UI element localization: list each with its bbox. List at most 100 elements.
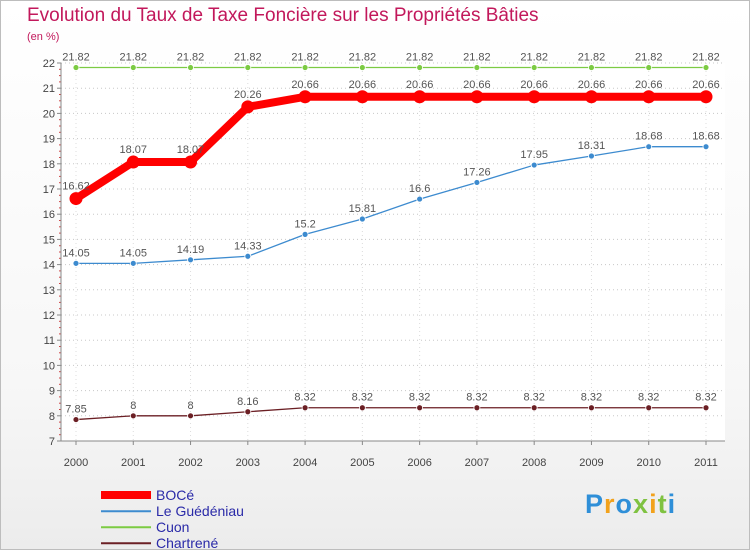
x-tick-label: 2007 [465, 457, 489, 469]
logo-letter: r [604, 489, 616, 519]
data-point-cuon [530, 64, 538, 71]
data-label-cuon: 21.82 [578, 52, 606, 64]
data-point-boce [699, 90, 713, 104]
data-point-boce [126, 155, 140, 169]
legend-label: Cuon [156, 519, 190, 535]
legend-swatch [101, 510, 151, 512]
data-label-le-guedeniau: 18.68 [692, 131, 720, 143]
data-label-le-guedeniau: 14.33 [234, 240, 262, 252]
series-line-chartrene [75, 407, 706, 421]
data-label-chartrene: 8.32 [638, 392, 659, 404]
data-point-boce [241, 100, 255, 114]
y-tick-label: 20 [43, 108, 55, 120]
data-label-boce: 18.07 [177, 144, 205, 156]
data-point-cuon [645, 64, 653, 71]
data-point-chartrene [530, 404, 538, 412]
data-label-cuon: 21.82 [520, 52, 548, 64]
data-point-chartrene [358, 404, 366, 412]
data-label-cuon: 21.82 [62, 52, 90, 64]
x-tick-label: 2001 [121, 457, 145, 469]
data-point-boce [298, 90, 312, 104]
data-point-boce [470, 90, 484, 104]
data-point-cuon [244, 64, 252, 71]
y-tick-label: 21 [43, 83, 55, 95]
data-point-cuon [702, 64, 710, 71]
y-tick-label: 15 [43, 234, 55, 246]
data-point-le-guedeniau [187, 256, 194, 264]
data-point-cuon [187, 64, 194, 71]
data-label-boce: 20.66 [578, 79, 606, 91]
data-point-chartrene [72, 416, 80, 423]
data-point-boce [527, 90, 541, 104]
legend-swatch [101, 491, 151, 499]
data-point-le-guedeniau [244, 252, 252, 260]
data-point-le-guedeniau [702, 143, 710, 151]
data-label-le-guedeniau: 16.6 [409, 183, 430, 195]
data-label-le-guedeniau: 18.68 [635, 131, 663, 143]
x-tick-label: 2011 [694, 457, 718, 469]
y-tick-label: 11 [44, 335, 55, 347]
series-line-le-guedeniau [76, 146, 706, 264]
data-label-chartrene: 8.32 [523, 392, 544, 404]
chart-title: Evolution du Taux de Taxe Foncière sur l… [27, 5, 539, 26]
data-label-le-guedeniau: 15.81 [349, 203, 377, 215]
data-point-cuon [301, 64, 309, 71]
data-point-cuon [358, 64, 366, 71]
proxiti-logo: Proxiti [585, 489, 676, 520]
y-tick-label: 18 [43, 159, 55, 171]
data-label-boce: 20.66 [463, 79, 491, 91]
x-tick-label: 2002 [178, 457, 202, 469]
data-label-chartrene: 8.32 [352, 392, 373, 404]
data-point-chartrene [301, 404, 309, 412]
legend-swatch [101, 526, 151, 528]
y-tick-label: 12 [43, 310, 55, 322]
data-label-boce: 18.07 [120, 144, 148, 156]
data-label-boce: 20.66 [349, 79, 377, 91]
data-label-chartrene: 8 [187, 400, 193, 412]
data-label-chartrene: 8.16 [237, 396, 258, 408]
data-point-chartrene [645, 404, 653, 412]
data-point-chartrene [187, 412, 194, 420]
data-point-boce [584, 90, 598, 104]
data-point-le-guedeniau [358, 215, 366, 223]
y-tick-label: 7 [49, 436, 55, 448]
data-point-le-guedeniau [645, 143, 653, 151]
data-point-cuon [416, 64, 424, 71]
y-tick-label: 10 [43, 360, 55, 372]
y-tick-label: 22 [43, 58, 55, 70]
logo-letter: x [633, 489, 650, 519]
data-label-chartrene: 8 [130, 400, 136, 412]
logo-letter: o [615, 489, 634, 519]
data-label-chartrene: 8.32 [466, 392, 487, 404]
data-label-le-guedeniau: 17.95 [520, 149, 548, 161]
data-point-chartrene [588, 404, 595, 412]
data-label-le-guedeniau: 14.05 [62, 247, 90, 259]
y-axis-unit-label: (en %) [27, 31, 60, 43]
data-point-cuon [588, 64, 595, 71]
data-label-le-guedeniau: 14.19 [177, 244, 205, 256]
x-tick-label: 2004 [293, 457, 317, 469]
data-label-le-guedeniau: 15.2 [294, 218, 315, 230]
data-label-boce: 20.66 [692, 79, 720, 91]
y-tick-label: 9 [49, 386, 55, 398]
logo-letter: i [649, 489, 658, 519]
x-tick-label: 2005 [350, 457, 374, 469]
logo-letter: P [585, 489, 605, 519]
data-label-cuon: 21.82 [291, 52, 319, 64]
data-label-chartrene: 7.85 [65, 404, 86, 416]
data-point-le-guedeniau [473, 179, 481, 186]
data-point-chartrene [416, 404, 424, 412]
y-tick-label: 8 [49, 411, 55, 423]
data-label-boce: 20.66 [406, 79, 434, 91]
data-label-cuon: 21.82 [406, 52, 434, 64]
data-label-boce: 20.26 [234, 89, 262, 101]
data-point-cuon [72, 64, 80, 71]
y-tick-label: 14 [43, 260, 55, 272]
logo-letter: t [657, 489, 668, 519]
data-label-cuon: 21.82 [349, 52, 377, 64]
data-point-cuon [129, 64, 137, 71]
data-point-le-guedeniau [588, 152, 595, 160]
data-point-le-guedeniau [530, 161, 538, 169]
data-point-le-guedeniau [72, 259, 80, 267]
